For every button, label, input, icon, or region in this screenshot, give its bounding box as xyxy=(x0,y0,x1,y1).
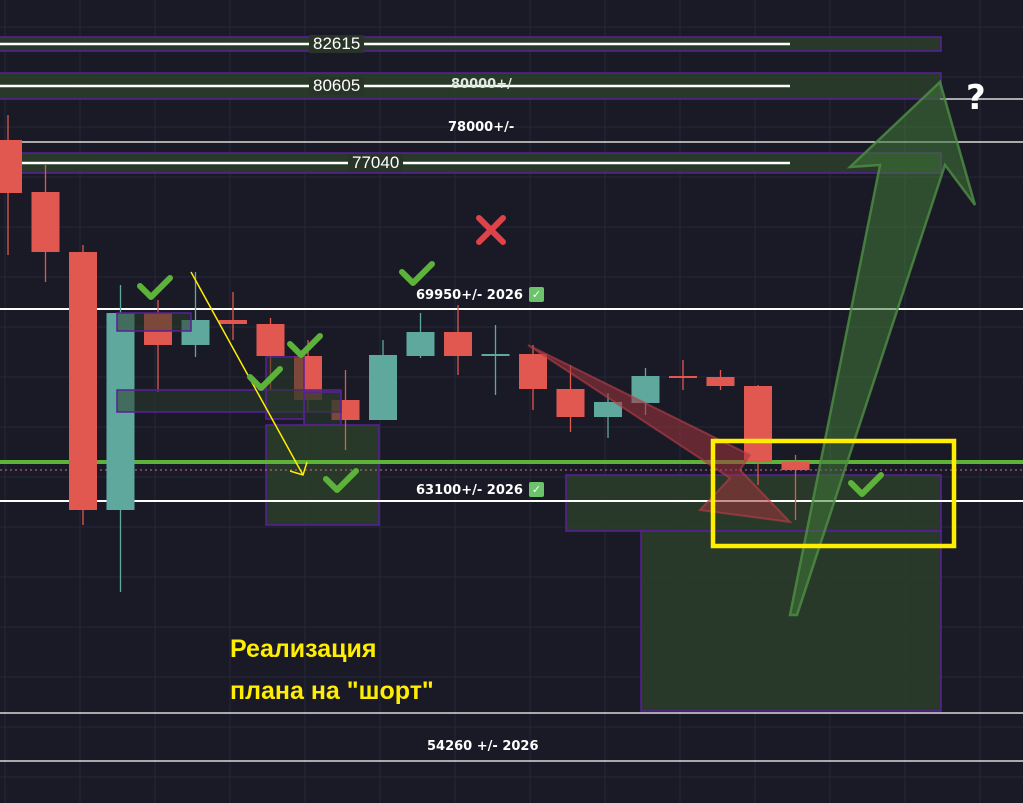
cross-icon xyxy=(476,215,506,245)
candle-body xyxy=(444,331,472,356)
candle-body xyxy=(31,191,60,252)
candle-body xyxy=(519,354,547,389)
candle-body xyxy=(69,251,97,510)
zone-small-1 xyxy=(116,312,192,332)
checkmark-icon xyxy=(399,261,435,286)
candle-body xyxy=(481,354,510,357)
annotation-69950-text: 69950+/- 2026 xyxy=(416,288,523,303)
level-label-80605: 80605 xyxy=(309,77,365,95)
candle-body xyxy=(0,140,22,193)
red-arrow xyxy=(527,344,793,524)
candle-body xyxy=(706,377,735,386)
caption-line-2: плана на "шорт" xyxy=(230,677,434,705)
candle-body xyxy=(594,401,622,418)
candle-body xyxy=(369,354,397,420)
zone-small-3 xyxy=(265,356,305,420)
annotation-54260: 54260 +/- 2026 xyxy=(427,739,539,754)
candle-body xyxy=(256,324,285,356)
candle-body xyxy=(556,388,585,418)
checkmark-icon xyxy=(247,366,283,391)
caption-line-1: Реализация xyxy=(230,635,377,663)
checkmark-icon xyxy=(323,468,359,493)
check-box-icon: ✓ xyxy=(528,287,544,302)
yellow-arrow-line xyxy=(190,271,304,476)
highlight-box xyxy=(710,438,957,549)
candle-body xyxy=(406,331,435,356)
zone-lower xyxy=(640,530,942,712)
check-box-icon: ✓ xyxy=(528,482,544,497)
level-label-82615: 82615 xyxy=(309,35,365,53)
green-arrow xyxy=(788,79,977,617)
candle-body xyxy=(744,385,772,462)
yellow-arrow-head xyxy=(289,461,308,476)
question-mark: ? xyxy=(966,78,986,118)
annotation-63100: 63100+/- 2026 ✓ xyxy=(416,482,544,498)
checkmark-icon xyxy=(137,275,173,300)
candle-body xyxy=(669,375,697,379)
annotation-69950: 69950+/- 2026 ✓ xyxy=(416,287,544,303)
checkmark-icon xyxy=(287,333,323,358)
candle-body xyxy=(219,320,247,325)
checkmark-icon xyxy=(848,472,884,497)
candle-body xyxy=(781,461,810,470)
annotation-78000: 78000+/- xyxy=(448,120,515,135)
annotation-63100-text: 63100+/- 2026 xyxy=(416,483,523,498)
caption: Реализация плана на "шорт" xyxy=(230,628,434,712)
level-label-77040: 77040 xyxy=(348,154,404,172)
zone-small-4 xyxy=(303,391,342,426)
annotation-80000: 80000+/ xyxy=(451,77,512,92)
